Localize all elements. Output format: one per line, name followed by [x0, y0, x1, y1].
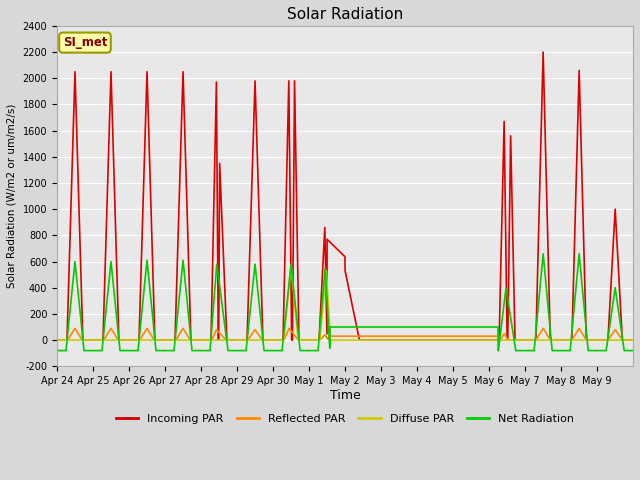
- Diffuse PAR: [173, 337, 180, 343]
- Legend: Incoming PAR, Reflected PAR, Diffuse PAR, Net Radiation: Incoming PAR, Reflected PAR, Diffuse PAR…: [111, 410, 579, 429]
- Reflected PAR: [53, 337, 61, 343]
- Line: Incoming PAR: Incoming PAR: [57, 52, 633, 340]
- Net Radiation: [629, 348, 637, 353]
- Incoming PAR: [540, 49, 547, 55]
- Diffuse PAR: [287, 264, 295, 270]
- Text: SI_met: SI_met: [63, 36, 108, 49]
- Net Radiation: [503, 292, 511, 298]
- Net Radiation: [532, 334, 540, 340]
- Incoming PAR: [503, 337, 511, 343]
- Net Radiation: [367, 324, 374, 330]
- Net Radiation: [547, 329, 554, 335]
- Reflected PAR: [547, 337, 554, 343]
- Incoming PAR: [547, 337, 554, 343]
- Incoming PAR: [629, 337, 637, 343]
- Reflected PAR: [71, 325, 79, 331]
- Net Radiation: [540, 251, 547, 257]
- Diffuse PAR: [504, 337, 511, 343]
- Reflected PAR: [504, 336, 511, 342]
- Incoming PAR: [53, 337, 61, 343]
- Incoming PAR: [397, 337, 405, 343]
- Diffuse PAR: [397, 337, 405, 343]
- Diffuse PAR: [629, 337, 637, 343]
- Reflected PAR: [367, 333, 374, 339]
- Line: Net Radiation: Net Radiation: [57, 254, 633, 350]
- Diffuse PAR: [532, 337, 540, 343]
- Incoming PAR: [532, 337, 540, 343]
- Y-axis label: Solar Radiation (W/m2 or um/m2/s): Solar Radiation (W/m2 or um/m2/s): [7, 104, 17, 288]
- Net Radiation: [397, 324, 405, 330]
- Net Radiation: [173, 324, 180, 330]
- Title: Solar Radiation: Solar Radiation: [287, 7, 403, 22]
- Reflected PAR: [173, 336, 180, 342]
- Line: Diffuse PAR: Diffuse PAR: [57, 267, 633, 340]
- Diffuse PAR: [547, 337, 554, 343]
- X-axis label: Time: Time: [330, 389, 360, 402]
- Net Radiation: [53, 348, 61, 353]
- Diffuse PAR: [367, 337, 374, 343]
- Reflected PAR: [532, 337, 540, 343]
- Incoming PAR: [367, 337, 374, 343]
- Diffuse PAR: [53, 337, 61, 343]
- Incoming PAR: [173, 291, 180, 297]
- Line: Reflected PAR: Reflected PAR: [57, 328, 633, 340]
- Reflected PAR: [397, 333, 405, 339]
- Reflected PAR: [629, 337, 637, 343]
